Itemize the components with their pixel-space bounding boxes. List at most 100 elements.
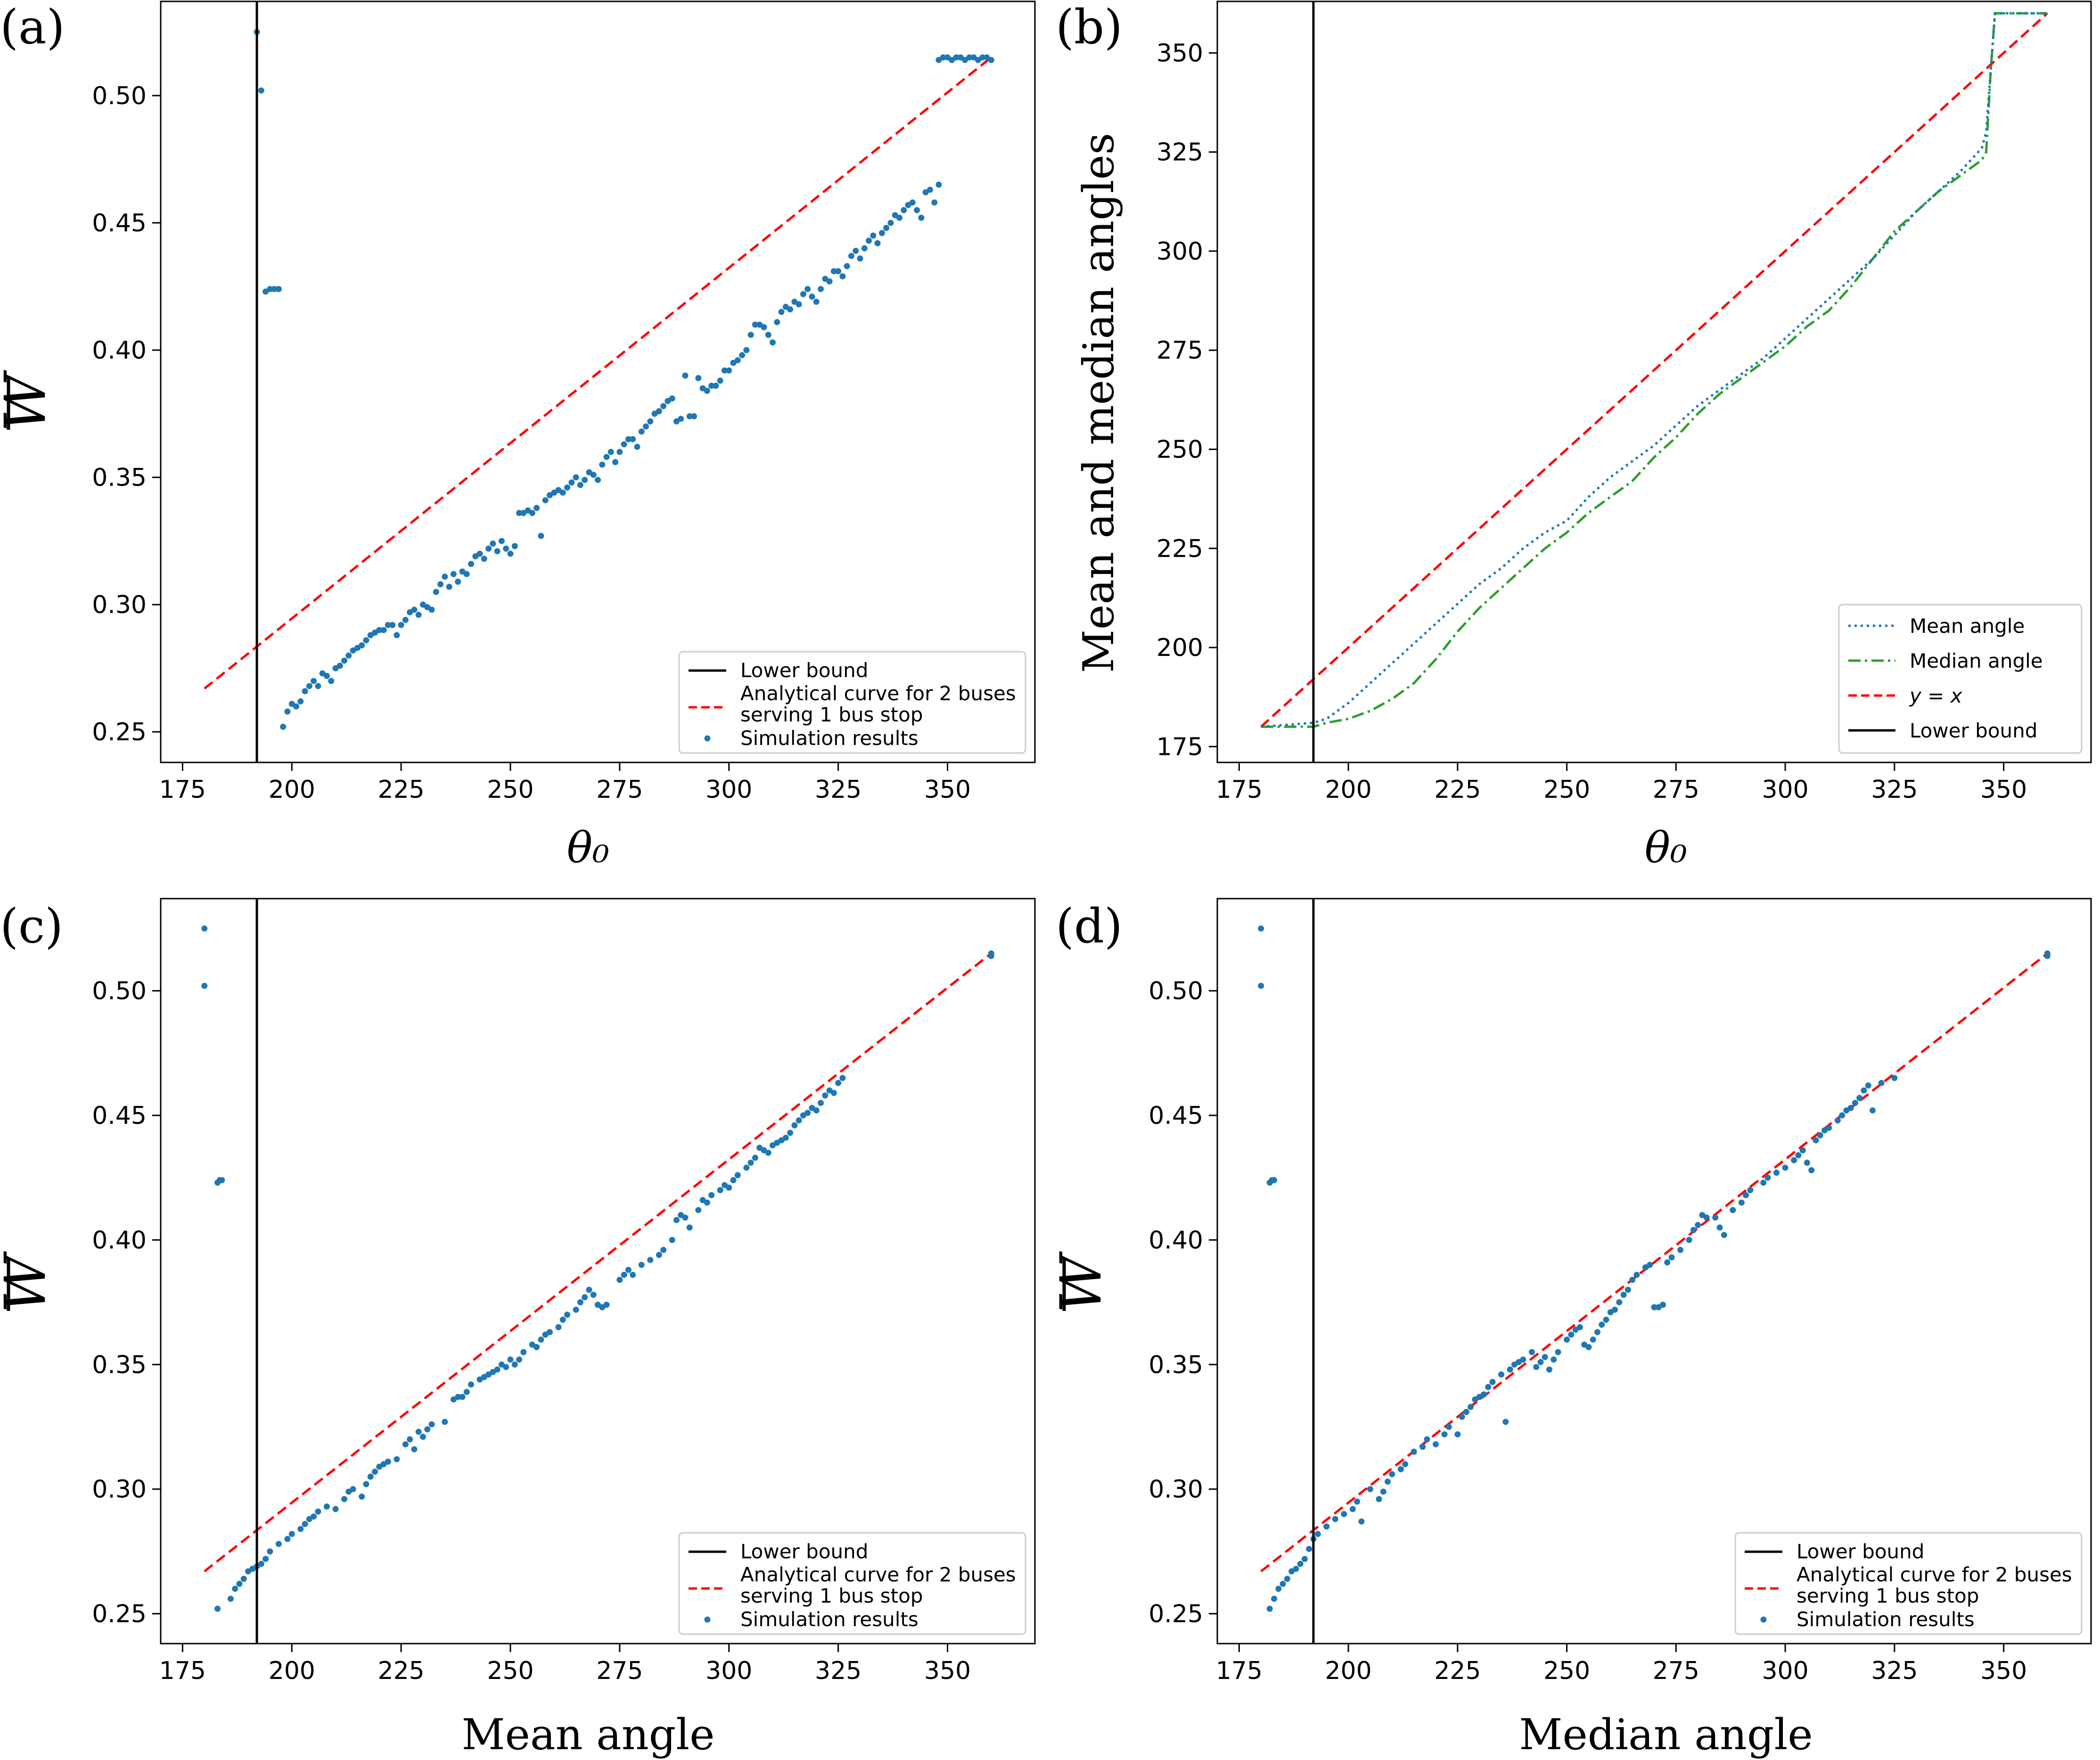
y-tick-label: 0.30: [92, 1475, 147, 1504]
legend-label: Lower bound: [1910, 719, 2037, 742]
simulation-point: [258, 87, 264, 94]
simulation-point: [734, 1172, 741, 1179]
simulation-point: [533, 505, 540, 511]
plot-area: 175 200 225 250 275 300 325 350 175 200 225 250 275 3…: [1157, 0, 2092, 804]
legend-label: Mean angle: [1910, 614, 2025, 638]
x-tick-label: 350: [1980, 1657, 2027, 1685]
simulation-point: [1419, 1443, 1426, 1450]
simulation-point: [450, 571, 457, 577]
simulation-point: [1332, 1516, 1338, 1523]
simulation-point: [511, 1361, 518, 1368]
x-tick-label: 350: [924, 1657, 971, 1685]
x-tick-label: 225: [1434, 1657, 1481, 1685]
y-tick-label: 300: [1157, 237, 1203, 266]
y-tick-label: 350: [1157, 39, 1203, 67]
simulation-point: [1839, 1112, 1846, 1119]
simulation-point: [743, 1164, 750, 1171]
simulation-point: [520, 1349, 527, 1355]
simulation-point: [507, 550, 514, 557]
x-tick-label: 275: [1653, 1657, 1699, 1685]
simulation-point: [1813, 1137, 1819, 1144]
simulation-point: [787, 306, 794, 313]
simulation-point: [804, 1110, 811, 1116]
legend-swatch-simulation: [704, 735, 711, 742]
simulation-point: [830, 268, 837, 275]
simulation-point: [1564, 1336, 1570, 1343]
simulation-point: [878, 230, 885, 237]
x-tick-label: 200: [1325, 776, 1371, 804]
simulation-point: [1341, 1511, 1347, 1517]
y-tick-label: 0.45: [92, 1102, 147, 1130]
simulation-point: [267, 1548, 273, 1555]
simulation-point: [402, 617, 409, 623]
simulation-point: [704, 1199, 710, 1206]
simulation-point: [411, 1446, 418, 1453]
legend-label: Lower bound: [1796, 1540, 1924, 1563]
simulation-point: [1546, 1366, 1553, 1373]
simulation-point: [708, 1192, 715, 1198]
x-tick-label: 250: [1543, 776, 1590, 804]
legend-label: Analytical curve for 2 buses: [1796, 1563, 2072, 1586]
simulation-point: [739, 352, 746, 359]
simulation-point: [686, 1224, 693, 1231]
simulation-point: [275, 286, 282, 292]
simulation-point: [887, 220, 894, 226]
simulation-point: [673, 1217, 680, 1223]
simulation-point: [1314, 1531, 1321, 1537]
x-tick-label: 225: [377, 776, 424, 804]
simulation-point: [621, 1271, 627, 1278]
legend-label: serving 1 bus stop: [740, 703, 923, 726]
simulation-point: [638, 1261, 645, 1268]
simulation-point: [1804, 1159, 1810, 1166]
simulation-point: [1716, 1224, 1723, 1231]
simulation-point: [1629, 1277, 1636, 1283]
y-tick-label: 0.35: [1148, 1351, 1203, 1379]
simulation-point: [328, 678, 335, 684]
panel-label: (a): [0, 0, 65, 55]
simulation-point: [1603, 1317, 1609, 1323]
simulation-point: [1764, 1174, 1771, 1181]
panel-a: (a) 175 200 225 250 275 300 325 350 0.25 0.30 0.35…: [0, 0, 1036, 873]
simulation-point: [315, 1508, 321, 1515]
simulation-point: [988, 57, 994, 63]
simulation-point: [1712, 1214, 1719, 1221]
simulation-point: [1856, 1095, 1863, 1101]
legend-box: [1734, 1532, 2083, 1635]
simulation-point: [682, 372, 689, 379]
analytical-curve: [204, 56, 992, 690]
legend-swatch-simulation: [704, 1616, 711, 1623]
simulation-point: [1367, 1486, 1373, 1492]
simulation-point: [708, 383, 715, 389]
simulation-point: [568, 479, 575, 486]
simulation-point: [1834, 1117, 1841, 1124]
simulation-point: [1441, 1431, 1448, 1438]
simulation-point: [1445, 1424, 1452, 1430]
simulation-point: [809, 294, 815, 300]
y-tick-label: 250: [1157, 435, 1203, 464]
simulation-point: [818, 1100, 824, 1106]
x-tick-label: 325: [815, 776, 861, 804]
simulation-point: [516, 510, 523, 516]
y-tick-label: 175: [1157, 733, 1203, 761]
simulation-point: [573, 474, 579, 481]
simulation-point: [275, 1540, 282, 1547]
simulation-point: [638, 428, 645, 435]
simulation-point: [765, 1149, 771, 1156]
simulation-point: [599, 461, 606, 468]
simulation-point: [734, 357, 741, 364]
simulation-point: [1433, 1441, 1439, 1448]
simulation-point: [682, 1214, 689, 1221]
simulation-point: [796, 1117, 802, 1124]
simulation-point: [442, 1418, 448, 1425]
y-tick-label: 0.25: [92, 1600, 147, 1629]
simulation-point: [420, 1433, 426, 1440]
simulation-point: [1616, 1299, 1623, 1306]
x-tick-label: 275: [596, 776, 643, 804]
simulation-point: [940, 54, 946, 61]
legend-label: Simulation results: [740, 727, 919, 750]
simulation-point: [603, 454, 610, 460]
simulation-point: [713, 383, 719, 389]
simulation-point: [559, 1317, 566, 1323]
x-tick-label: 350: [924, 776, 971, 804]
simulation-point: [1358, 1518, 1365, 1525]
